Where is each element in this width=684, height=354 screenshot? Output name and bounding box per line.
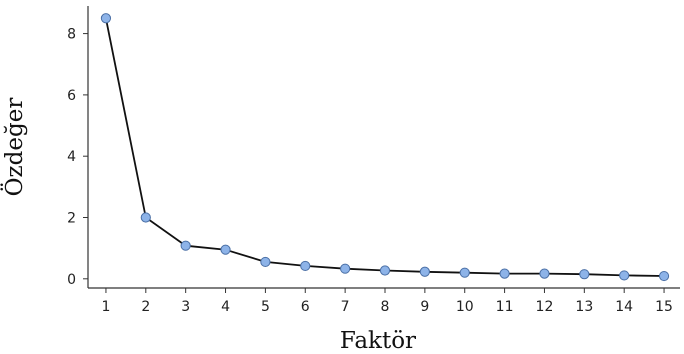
data-point (619, 270, 630, 281)
x-tick-label: 12 (536, 299, 554, 315)
data-point (260, 256, 271, 268)
data-point (579, 269, 590, 280)
data-point (658, 270, 670, 282)
series-line (105, 18, 665, 277)
y-tick-label: 6 (67, 88, 76, 104)
data-point (419, 266, 430, 277)
data-point (340, 263, 351, 274)
x-tick-label: 1 (101, 299, 110, 315)
x-tick-label: 7 (341, 299, 350, 315)
data-point (180, 240, 191, 251)
y-tick-label: 4 (67, 149, 76, 165)
x-tick-label: 15 (655, 299, 673, 315)
x-tick-label: 13 (575, 299, 593, 315)
x-tick-label: 10 (456, 299, 474, 315)
x-axis-title: Faktör (340, 328, 416, 354)
x-tick-label: 5 (261, 299, 270, 315)
data-point (220, 244, 231, 255)
data-point (100, 13, 112, 24)
x-tick-label: 14 (615, 299, 633, 315)
series (100, 13, 670, 282)
x-tick-label: 2 (141, 299, 150, 315)
y-axis-title: Özdeğer (1, 98, 28, 197)
x-tick-label: 9 (420, 299, 429, 315)
data-point (539, 268, 550, 279)
x-tick-label: 8 (381, 299, 390, 315)
data-point (499, 268, 510, 279)
x-tick-label: 4 (221, 299, 230, 315)
data-point (459, 267, 470, 278)
x-tick-label: 6 (301, 299, 310, 315)
x-tick-label: 11 (496, 299, 514, 315)
axes (87, 6, 680, 289)
data-point (140, 212, 151, 223)
data-point (300, 260, 311, 272)
y-tick-label: 8 (67, 27, 76, 43)
data-point (379, 265, 391, 276)
y-tick-label: 0 (67, 272, 76, 288)
x-tick-label: 3 (181, 299, 190, 315)
y-tick-label: 2 (67, 211, 76, 227)
